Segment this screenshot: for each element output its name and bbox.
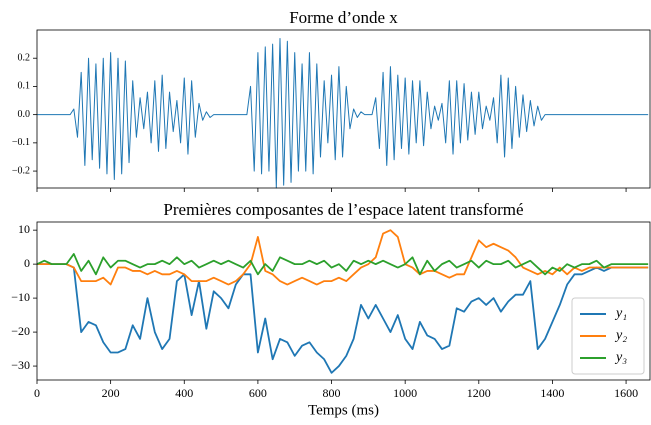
y-tick-label: −20 [11, 324, 30, 338]
plot-frame [36, 221, 651, 381]
legend-label: y₁ [614, 306, 627, 321]
line-series [37, 229, 649, 286]
chart-title: Forme d’onde x [289, 8, 398, 27]
y-tick-label: 0 [24, 256, 30, 270]
legend: y₁ y₂ y₃ [571, 297, 645, 375]
x-tick-label: 1600 [614, 386, 638, 400]
x-tick-label: 600 [249, 386, 267, 400]
legend-label: y₂ [614, 328, 627, 343]
y-tick-label: −30 [11, 358, 30, 372]
y-tick-label: 0.1 [18, 81, 31, 92]
x-axis-label: Temps (ms) [308, 402, 379, 418]
legend-label: y₃ [614, 350, 627, 365]
line-series [36, 253, 649, 276]
x-tick-label: 200 [102, 386, 120, 400]
x-tick-label: 400 [175, 386, 193, 400]
x-tick-label: 0 [34, 386, 40, 400]
x-tick-label: 1000 [393, 386, 417, 400]
x-tick-label: 800 [323, 386, 341, 400]
y-tick-label: −0.2 [12, 165, 30, 176]
y-tick-label: 10 [18, 222, 30, 236]
legend-box [571, 297, 645, 375]
line-series [37, 37, 649, 189]
x-tick-label: 1200 [467, 386, 491, 400]
plot-frame [36, 29, 651, 189]
y-tick-label: 0.0 [18, 109, 31, 120]
x-tick-label: 1400 [540, 386, 564, 400]
chart-title: Premières composantes de l’espace latent… [163, 200, 523, 219]
y-tick-label: 0.2 [18, 53, 31, 64]
y-tick-label: −10 [11, 290, 30, 304]
line-series [37, 263, 649, 374]
y-tick-label: −0.1 [12, 137, 30, 148]
